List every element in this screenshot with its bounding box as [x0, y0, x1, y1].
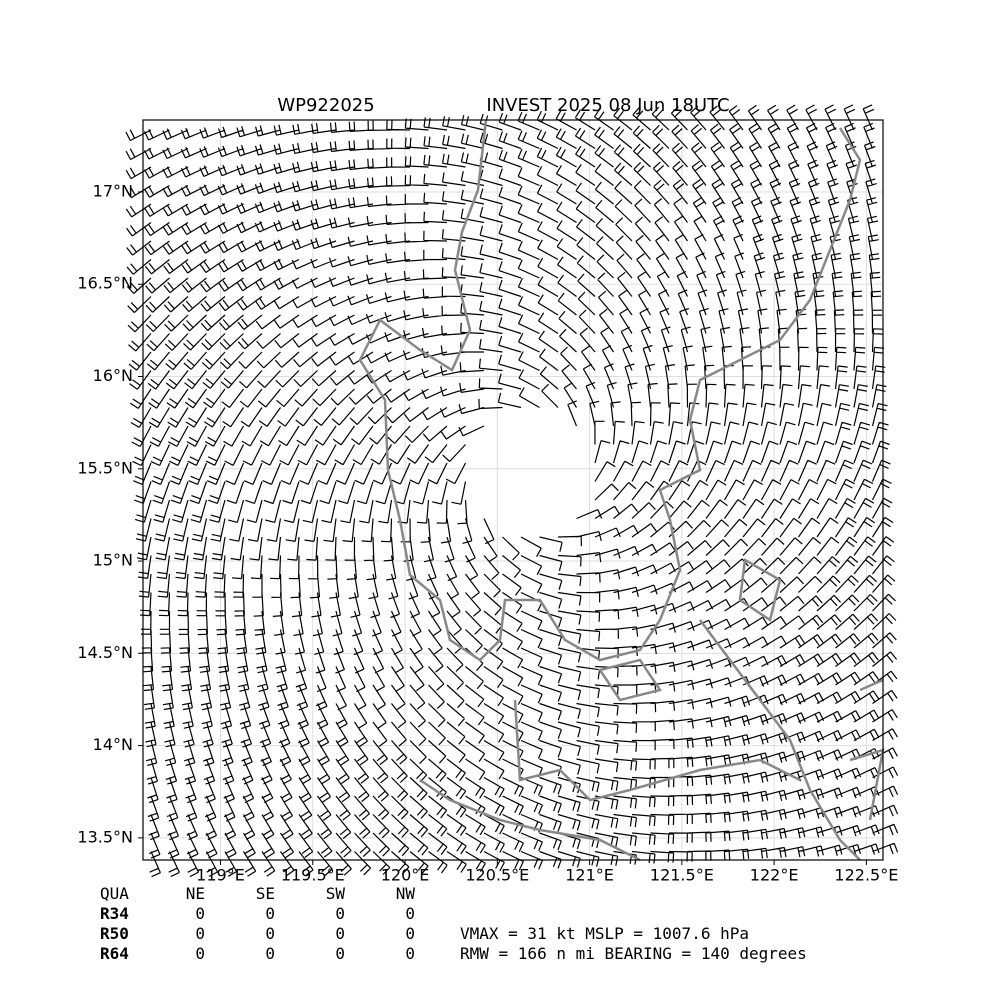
table-cell: 0: [195, 944, 205, 963]
x-tick-label: 120.5°E: [465, 866, 529, 885]
coastlines: [358, 119, 885, 862]
grid: [143, 120, 883, 860]
table-cell: 0: [195, 904, 205, 923]
y-tick-label: 16°N: [93, 366, 133, 385]
table-cell: 0: [335, 924, 345, 943]
table-cell: 0: [335, 904, 345, 923]
table-cell: 0: [405, 904, 415, 923]
table-cell: 0: [335, 944, 345, 963]
x-tick-label: 119°E: [196, 866, 245, 885]
x-tick-label: 122.5°E: [834, 866, 898, 885]
axes: 119°E 119.5°E 120°E 120.5°E 121°E 121.5°E 122°…: [77, 181, 898, 884]
plot-frame: [142, 119, 884, 861]
x-tick-label: 121.5°E: [650, 866, 714, 885]
y-tick-label: 15°N: [93, 551, 133, 570]
title-right: INVEST 2025 08 Jun 18UTC: [486, 95, 729, 116]
barb-field: [125, 104, 899, 878]
coastline: [738, 557, 782, 623]
x-tick-label: 119.5°E: [281, 866, 345, 885]
coastline: [358, 119, 862, 662]
y-tick-label: 14.5°N: [77, 643, 133, 662]
x-tick-label: 121°E: [565, 866, 614, 885]
table-cell: 0: [265, 924, 275, 943]
y-tick-label: 15.5°N: [77, 458, 133, 477]
table-cell: 0: [405, 944, 415, 963]
wind-barbs: [125, 104, 899, 878]
table-cell: R50: [100, 924, 129, 943]
table-header: SE: [256, 884, 275, 903]
x-tick-label: 122°E: [750, 866, 799, 885]
table-cell: 0: [405, 924, 415, 943]
table-cell: 0: [195, 924, 205, 943]
table-cell: 0: [265, 904, 275, 923]
coastline: [513, 699, 801, 802]
table-header: NE: [186, 884, 205, 903]
coastline: [699, 619, 861, 861]
table-cell: R34: [100, 904, 129, 923]
coastline: [597, 658, 663, 702]
table-cell: 0: [265, 944, 275, 963]
info-line: RMW = 166 n mi BEARING = 140 degrees: [460, 944, 807, 963]
x-tick-label: 120°E: [381, 866, 430, 885]
info-line: VMAX = 31 kt MSLP = 1007.6 hPa: [460, 924, 749, 943]
y-tick-label: 17°N: [93, 181, 133, 200]
y-tick-label: 14°N: [93, 735, 133, 754]
coastline: [419, 778, 641, 862]
title-left: WP922025: [277, 95, 374, 116]
y-tick-label: 16.5°N: [77, 274, 133, 293]
y-tick-label: 13.5°N: [77, 827, 133, 846]
table-header: SW: [326, 884, 346, 903]
table-cell: R64: [100, 944, 129, 963]
table-header: QUA: [100, 884, 129, 903]
table-header: NW: [396, 884, 416, 903]
